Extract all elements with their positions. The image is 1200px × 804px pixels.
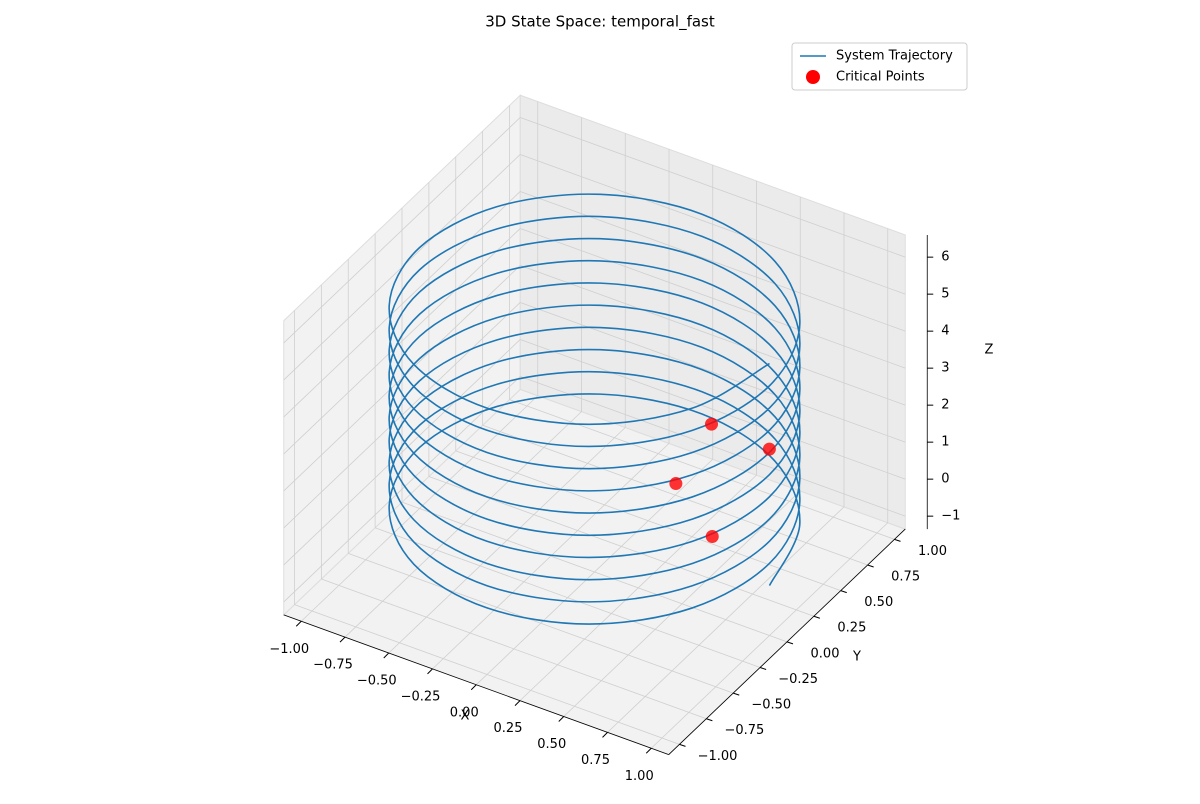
z-tick-label: 0 xyxy=(941,472,949,487)
grid-line xyxy=(520,265,906,406)
x-tick-label: −0.75 xyxy=(313,658,353,673)
x-tick xyxy=(383,652,390,659)
y-tick xyxy=(867,564,874,568)
y-tick-label: −0.75 xyxy=(724,723,764,738)
legend-box xyxy=(791,42,968,91)
y-tick-label: 0.50 xyxy=(864,595,893,610)
chart-title: 3D State Space: temporal_fast xyxy=(485,13,715,32)
z-tick-label: 4 xyxy=(941,324,949,339)
x-tick xyxy=(295,620,302,627)
grid-line xyxy=(520,228,906,369)
critical-point xyxy=(705,529,719,543)
x-tick xyxy=(339,636,346,643)
x-tick-label: 0.75 xyxy=(581,753,610,768)
y-tick-label: −0.25 xyxy=(778,672,818,687)
y-tick-label: 1.00 xyxy=(918,544,947,559)
y-tick-label: 0.25 xyxy=(837,621,866,636)
legend-label: Critical Points xyxy=(836,70,925,85)
x-tick xyxy=(602,732,608,738)
y-tick xyxy=(759,667,767,670)
grid-line xyxy=(321,578,707,720)
grid-line xyxy=(520,339,906,480)
grid-line xyxy=(482,424,868,566)
x-tick-label: −0.25 xyxy=(401,689,441,704)
grid-line xyxy=(348,553,734,694)
x-tick-label: 0.50 xyxy=(537,737,566,752)
x-tick-label: −1.00 xyxy=(269,642,309,657)
grid-line xyxy=(520,154,906,295)
y-tick xyxy=(813,615,821,619)
grid-line xyxy=(283,117,521,344)
z-tick-label: −1 xyxy=(941,509,960,524)
x-tick-label: 1.00 xyxy=(625,769,654,784)
x-tick-label: 0.25 xyxy=(494,721,523,736)
legend-swatch xyxy=(806,70,820,84)
x-tick xyxy=(558,716,565,722)
y-tick-label: 0.00 xyxy=(811,646,840,661)
critical-point xyxy=(762,442,776,456)
grid-line xyxy=(520,191,906,332)
grid-line xyxy=(283,339,521,566)
y-tick xyxy=(840,590,847,594)
grid-line xyxy=(283,376,521,603)
y-axis-label: Y xyxy=(852,650,861,665)
z-tick-label: 6 xyxy=(941,250,949,265)
critical-point xyxy=(705,417,718,431)
grid-line xyxy=(520,376,906,517)
grid-line xyxy=(374,527,761,668)
y-tick-label: −1.00 xyxy=(698,749,738,764)
x-tick xyxy=(470,684,477,691)
y-tick xyxy=(733,692,740,696)
grid-line xyxy=(520,117,906,258)
z-tick-label: 5 xyxy=(941,287,949,302)
y-tick-label: 0.75 xyxy=(891,569,920,584)
y-tick-label: −0.50 xyxy=(751,698,791,713)
grid-line xyxy=(283,228,521,455)
x-axis xyxy=(283,614,669,755)
z-tick-label: 1 xyxy=(941,435,949,450)
x-tick xyxy=(645,747,652,754)
grid-line xyxy=(294,604,680,745)
critical-point xyxy=(669,477,683,491)
z-axis-label: Z xyxy=(985,343,994,358)
grid-line xyxy=(455,450,841,591)
x-axis-label: X xyxy=(461,709,470,724)
legend-label: System Trajectory xyxy=(836,49,953,64)
z-tick-label: 2 xyxy=(941,398,949,413)
trajectory xyxy=(388,193,801,625)
x-tick xyxy=(514,700,521,706)
y-tick xyxy=(706,718,713,722)
grid-line xyxy=(428,476,815,617)
y-tick xyxy=(679,743,686,747)
grid-line xyxy=(283,191,521,418)
grid-line xyxy=(401,501,788,643)
x-tick-label: 0.00 xyxy=(450,705,479,720)
y-tick xyxy=(894,538,901,542)
x-tick xyxy=(427,668,433,675)
y-axis xyxy=(668,528,906,755)
grid-line xyxy=(509,399,895,540)
y-tick xyxy=(786,641,794,645)
x-tick-label: −0.50 xyxy=(357,674,397,689)
grid-line xyxy=(520,302,906,443)
z-tick-label: 3 xyxy=(941,361,949,376)
